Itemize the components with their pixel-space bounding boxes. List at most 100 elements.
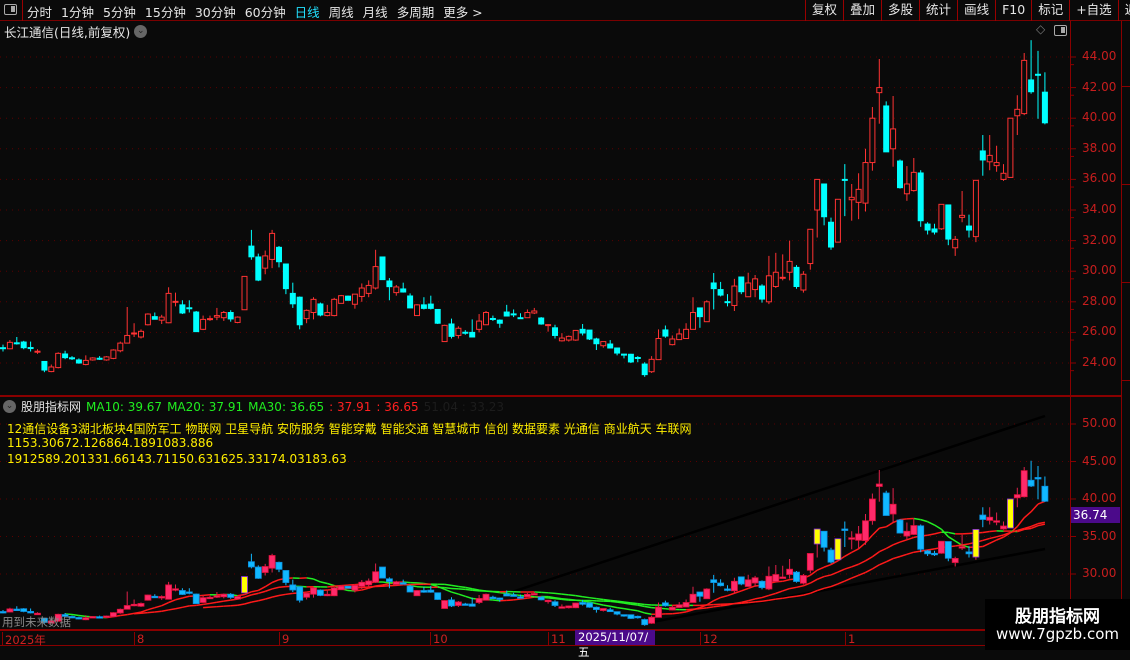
indicator-name[interactable]: 股朋指标网: [21, 398, 81, 415]
indicator-bar: [393, 582, 399, 585]
ma-line-ma10: [734, 591, 741, 593]
ma-line-ma30: [465, 587, 472, 588]
indicator-bar: [179, 591, 185, 595]
ma-line-ma30: [445, 584, 452, 585]
ma-line-ma30: [569, 595, 576, 596]
candle-body: [28, 348, 33, 349]
side-panel-collapsed[interactable]: [1122, 21, 1130, 645]
indicator-bar: [649, 617, 655, 623]
ma-line-ma10: [238, 595, 245, 596]
indicator-bar: [490, 597, 496, 599]
ma-line-ma30: [928, 549, 935, 550]
candle-body: [829, 222, 834, 247]
ma-line-ma30: [479, 590, 486, 591]
ma-line-ma20: [797, 586, 804, 588]
watermark-title: 股朋指标网: [985, 602, 1130, 627]
ma-line-ma30: [631, 603, 638, 604]
indicator-line-2: 1153.30672.126864.1891083.886: [7, 436, 213, 450]
ma-line-ma20: [245, 595, 252, 597]
indicator-bar: [945, 542, 951, 559]
indicator-bar: [504, 594, 510, 596]
concept-tags: 12通信设备3湖北板块4国防军工 物联网 卫星导航 安防服务 智能穿戴 智能交通…: [7, 420, 692, 437]
ma-line-ma20: [645, 607, 652, 608]
price-tick-label: 44.00: [1082, 49, 1116, 63]
indicator-bar: [538, 597, 544, 600]
ma-line-ma30: [990, 537, 997, 539]
ma-line-ma10: [79, 616, 86, 617]
candle-body: [594, 339, 599, 344]
candle-body: [387, 281, 392, 287]
indicator-bar: [725, 589, 731, 591]
indicator-bar: [1007, 499, 1013, 528]
candle-body: [435, 309, 440, 323]
axis-divider: [1070, 21, 1071, 645]
ma-line-ma20: [141, 613, 148, 614]
ma-line-ma20: [224, 600, 231, 601]
ma-line-ma20: [258, 591, 265, 593]
ma-line-ma30: [776, 598, 783, 599]
ma-line-ma10: [990, 540, 997, 543]
candle-body: [601, 342, 606, 346]
indicator-bar: [200, 598, 206, 603]
indicator-bar: [911, 526, 917, 535]
candle-body: [987, 155, 992, 161]
indicator-bar: [304, 593, 310, 597]
chevron-down-circle-icon[interactable]: ⌄: [3, 400, 16, 413]
panel-divider[interactable]: [0, 395, 1122, 397]
candle-body: [891, 129, 896, 149]
indicator-tick-label: 35.00: [1082, 529, 1116, 543]
price-tick-label: 40.00: [1082, 110, 1116, 124]
ma-line-ma20: [866, 557, 873, 561]
candle-body: [263, 256, 268, 268]
candle-body: [642, 364, 647, 375]
indicator-bar: [469, 604, 475, 606]
ma-line-ma10: [141, 610, 148, 612]
price-tick-label: 32.00: [1082, 233, 1116, 247]
candle-body: [608, 344, 613, 348]
ma-line-ma20: [948, 532, 955, 533]
candle-body: [415, 305, 420, 316]
ma-line-ma30: [452, 585, 459, 586]
candle-body: [863, 163, 868, 204]
price-tick-label: 26.00: [1082, 324, 1116, 338]
candle-body: [497, 320, 502, 323]
ma-line-ma30: [790, 596, 797, 597]
candle-body: [139, 331, 144, 337]
ma-line-ma10: [362, 588, 369, 590]
candle-body: [553, 328, 558, 336]
indicator-bar: [269, 555, 275, 568]
indicator-bar: [883, 493, 889, 516]
indicator-bar: [518, 597, 524, 599]
candle-body: [463, 332, 468, 333]
indicator-bar: [662, 603, 668, 606]
candle-body: [856, 189, 861, 202]
indicator-bar: [745, 580, 751, 587]
value-1: : 37.91: [329, 400, 371, 414]
ma-line-ma10: [182, 596, 189, 598]
indicator-bar: [593, 607, 599, 609]
ma-line-ma30: [548, 593, 555, 594]
indicator-bar: [938, 541, 944, 553]
candle-body: [670, 339, 675, 345]
ma-line-ma20: [638, 605, 645, 606]
indicator-bar: [656, 607, 662, 617]
indicator-bar: [345, 586, 351, 588]
candle-body: [7, 342, 12, 348]
indicator-bar: [173, 589, 179, 591]
ma-line-ma10: [72, 614, 79, 615]
indicator-bar: [407, 586, 413, 592]
indicator-bar: [449, 600, 455, 606]
indicator-bar: [455, 602, 461, 606]
ma-line-ma10: [148, 608, 155, 610]
ma-line-ma10: [872, 528, 879, 535]
ma30-value: MA30: 36.65: [248, 400, 324, 414]
candle-body: [842, 179, 847, 180]
candle-body: [766, 276, 771, 302]
indicator-line-3: 1912589.201331.66143.71150.631625.33174.…: [7, 452, 347, 466]
ma-line-ma30: [886, 559, 893, 562]
ma-line-ma10: [272, 580, 279, 583]
indicator-bar: [545, 600, 551, 602]
candle-body: [421, 305, 426, 309]
indicator-bar: [552, 602, 558, 606]
